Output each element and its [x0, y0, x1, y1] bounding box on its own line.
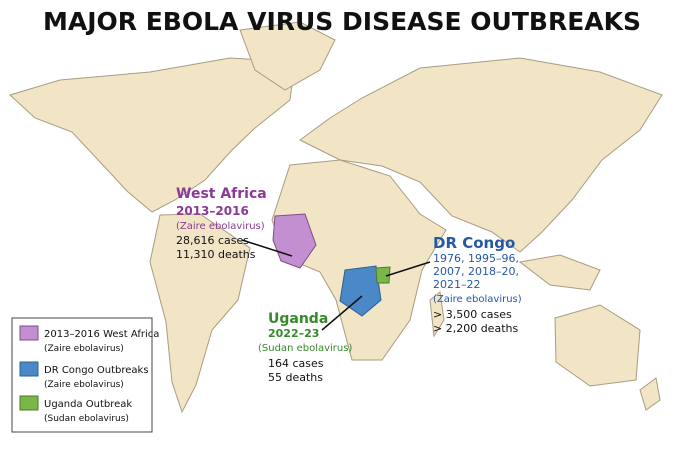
legend-label: DR Congo Outbreaks	[44, 365, 149, 376]
title: MAJOR EBOLA VIRUS DISEASE OUTBREAKS	[43, 7, 641, 36]
callout-line: 11,310 deaths	[176, 248, 256, 261]
west-africa-region	[272, 213, 317, 269]
callout-line: 55 deaths	[268, 371, 323, 384]
uganda-region	[375, 266, 391, 284]
legend-sublabel: (Zaire ebolavirus)	[44, 344, 124, 354]
legend-sublabel: (Zaire ebolavirus)	[44, 380, 124, 390]
callout-line: 28,616 cases	[176, 234, 249, 247]
legend-swatch	[19, 361, 39, 377]
leader-line	[241, 239, 293, 257]
legend-label: 2013–2016 West Africa	[44, 329, 159, 340]
callout-line: (Sudan ebolavirus)	[258, 343, 352, 354]
leader-line	[321, 295, 363, 331]
callout-line: 2022–23	[268, 327, 319, 340]
callout-title: DR Congo	[433, 234, 515, 252]
callout-line: 164 cases	[268, 357, 324, 370]
legend-swatch	[19, 325, 39, 341]
callout-line: > 2,200 deaths	[433, 322, 518, 335]
callout-title: West Africa	[176, 186, 267, 202]
callout-line: 2013–2016	[176, 204, 249, 218]
callout-line: > 3,500 cases	[433, 308, 512, 321]
callout-line: (Zaire ebolavirus)	[176, 221, 265, 232]
land	[9, 21, 663, 414]
callout-line: 2021–22	[433, 278, 481, 291]
callout-line: 1976, 1995–96,	[433, 252, 519, 265]
dr-congo-region	[339, 265, 382, 317]
legend-sublabel: (Sudan ebolavirus)	[44, 414, 129, 424]
legend: 2013–2016 West Africa (Zaire ebolavirus)…	[11, 317, 159, 433]
leader-line	[385, 261, 431, 277]
legend-label: Uganda Outbreak	[44, 399, 132, 410]
callout-line: 2007, 2018–20,	[433, 265, 519, 278]
legend-swatch	[19, 395, 39, 411]
callout-title: Uganda	[268, 311, 328, 327]
callout-line: (Zaire ebolavirus)	[433, 294, 522, 305]
